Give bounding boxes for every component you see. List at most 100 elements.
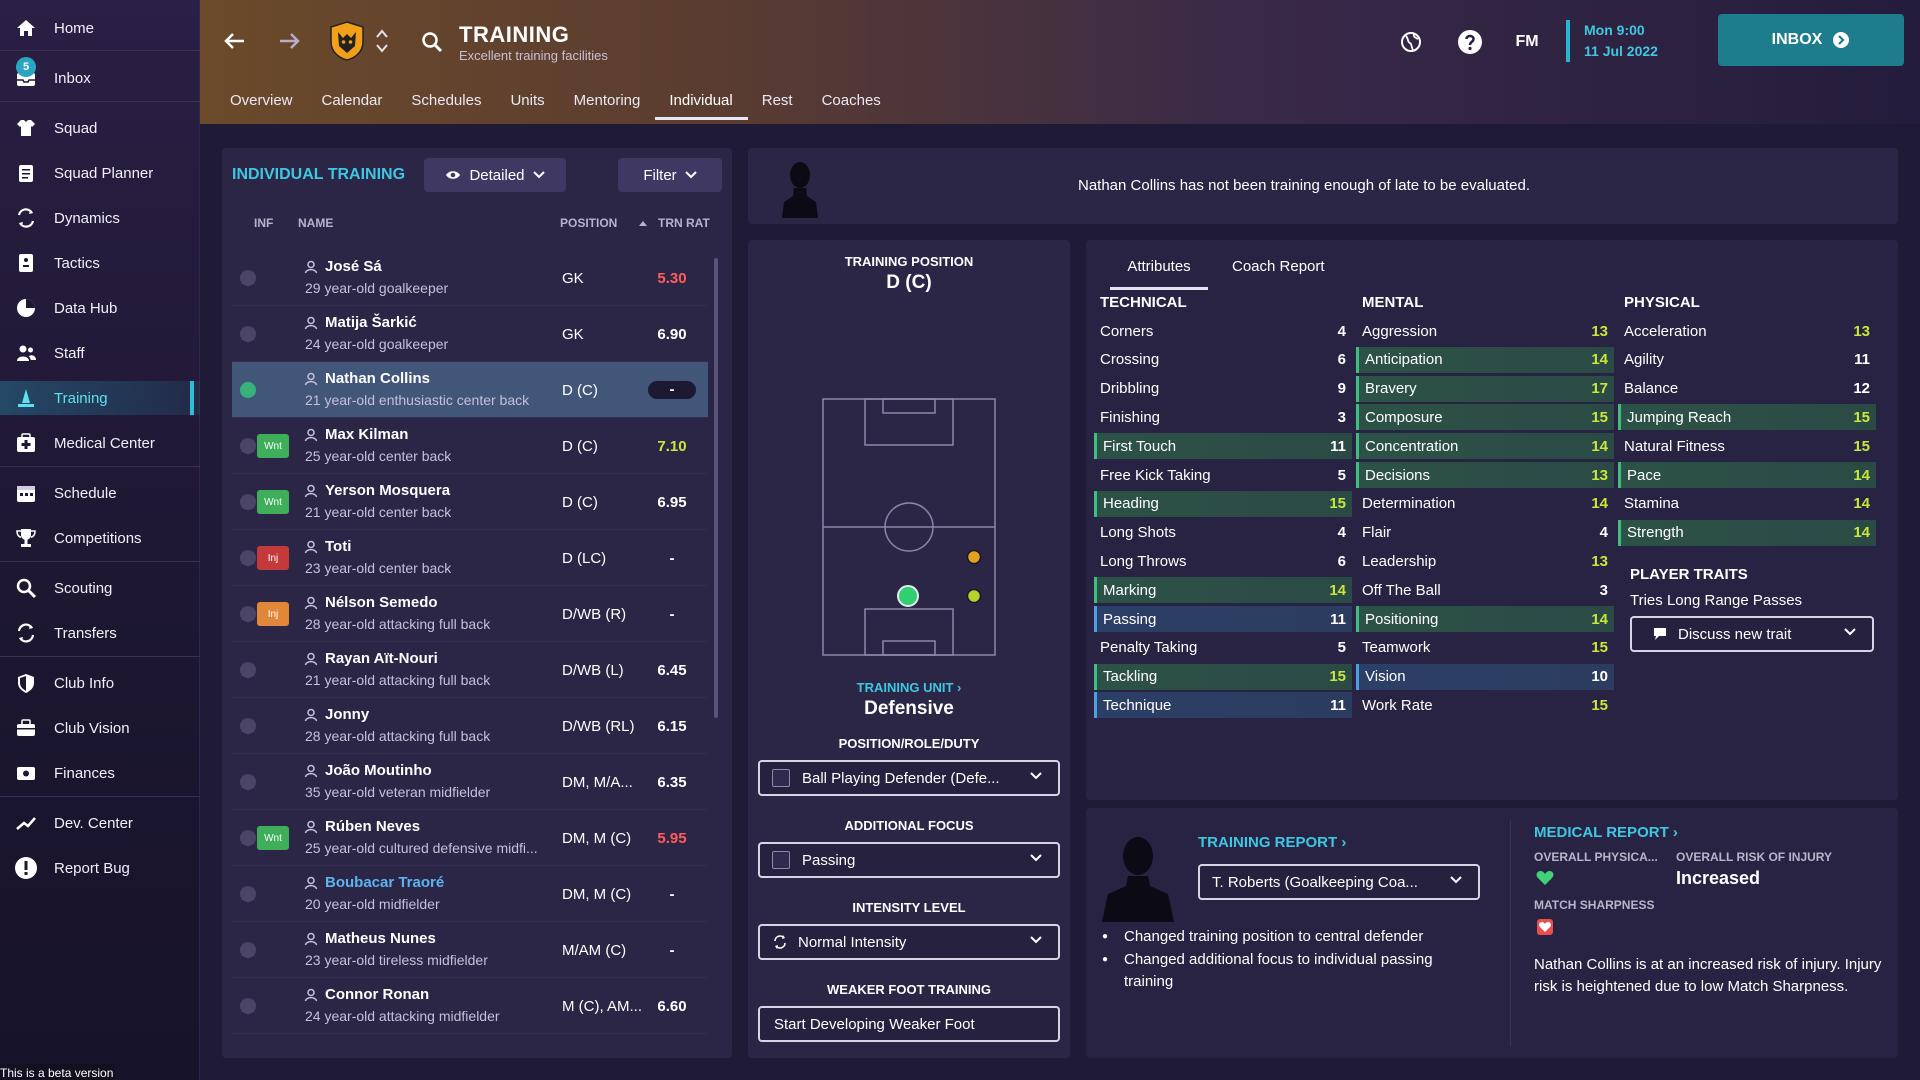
attribute-row-mental[interactable]: Positioning 14 [1356,606,1614,632]
player-status-badge[interactable]: Inj [257,546,289,570]
row-select-checkbox[interactable] [240,438,256,454]
club-switch-icon[interactable] [374,26,390,56]
tab-coaches[interactable]: Coaches [821,92,881,109]
additional-focus-dropdown[interactable]: Passing [758,842,1060,878]
attribute-row-technical[interactable]: Free Kick Taking 5 [1094,462,1352,488]
row-select-checkbox[interactable] [240,494,256,510]
player-status-badge[interactable]: Wnt [257,434,289,458]
player-row[interactable]: José Sá 29 year-old goalkeeper GK 5.30 [232,250,708,306]
column-header-name[interactable]: NAME [298,216,334,230]
sidebar-item-dynamics[interactable]: Dynamics [0,201,200,235]
player-status-badge[interactable]: Wnt [257,826,289,850]
attribute-row-technical[interactable]: Long Throws 6 [1094,548,1352,574]
search-icon[interactable] [420,30,444,54]
attribute-row-mental[interactable]: Bravery 17 [1356,375,1614,402]
row-select-checkbox[interactable] [240,326,256,342]
view-detailed-dropdown[interactable]: Detailed [424,158,566,192]
sidebar-item-competitions[interactable]: Competitions [0,521,200,555]
player-row[interactable]: Connor Ronan 24 year-old attacking midfie… [232,978,708,1034]
tab-rest[interactable]: Rest [761,92,793,109]
weaker-foot-button[interactable]: Start Developing Weaker Foot [758,1006,1060,1042]
row-select-checkbox[interactable] [240,718,256,734]
player-row[interactable]: Nathan Collins 21 year-old enthusiastic c… [232,362,708,418]
sidebar-item-squad[interactable]: Squad [0,111,200,145]
sidebar-item-scouting[interactable]: Scouting [0,571,200,605]
row-select-checkbox[interactable] [240,662,256,678]
help-icon[interactable] [1455,28,1485,56]
player-status-badge[interactable]: Inj [257,602,289,626]
player-name[interactable]: Max Kilman [325,426,409,443]
player-name[interactable]: Jonny [325,706,370,723]
forward-arrow-icon[interactable] [274,26,304,56]
attribute-row-technical[interactable]: Finishing 3 [1094,404,1352,430]
attribute-row-technical[interactable]: Technique 11 [1094,692,1352,719]
player-name[interactable]: Connor Ronan [325,986,430,1003]
sidebar-item-tactics[interactable]: Tactics [0,246,200,280]
row-select-checkbox[interactable] [240,998,256,1014]
attribute-row-mental[interactable]: Aggression 13 [1356,318,1614,344]
attribute-row-mental[interactable]: Leadership 13 [1356,548,1614,574]
player-name[interactable]: Matheus Nunes [325,930,436,947]
column-header-inf[interactable]: INF [254,216,274,230]
position-role-duty-dropdown[interactable]: Ball Playing Defender (Defe... [758,760,1060,796]
coach-select-dropdown[interactable]: T. Roberts (Goalkeeping Coa... [1198,864,1480,900]
sidebar-item-staff[interactable]: Staff [0,336,200,370]
list-scrollbar[interactable] [714,258,718,718]
sidebar-item-squad-planner[interactable]: Squad Planner [0,156,200,190]
player-row[interactable]: Matheus Nunes 23 year-old tireless midfie… [232,922,708,978]
discuss-new-trait-dropdown[interactable]: Discuss new trait [1630,616,1874,652]
training-unit-link[interactable]: TRAINING UNIT › [856,680,962,695]
tab-coach-report[interactable]: Coach Report [1232,258,1325,275]
row-select-checkbox[interactable] [240,382,256,398]
player-name[interactable]: Rayan Aït-Nouri [325,650,438,667]
tab-schedules[interactable]: Schedules [411,92,482,109]
player-row[interactable]: Wnt Rúben Neves 25 year-old cultured defen… [232,810,708,866]
player-row[interactable]: Boubacar Traoré 20 year-old midfielder DM,… [232,866,708,922]
filter-dropdown[interactable]: Filter [618,158,722,192]
attribute-row-technical[interactable]: Tackling 15 [1094,663,1352,690]
intensity-level-dropdown[interactable]: Normal Intensity [758,924,1060,960]
sidebar-item-finances[interactable]: Finances [0,756,200,790]
column-header-position[interactable]: POSITION [560,216,618,230]
row-select-checkbox[interactable] [240,270,256,286]
attribute-row-physical[interactable]: Acceleration 13 [1618,318,1876,344]
pitch-diagram[interactable] [822,398,996,656]
tab-mentoring[interactable]: Mentoring [573,92,641,109]
attribute-row-mental[interactable]: Teamwork 15 [1356,635,1614,661]
sidebar-item-medical-center[interactable]: Medical Center [0,426,200,460]
player-row[interactable]: Rayan Aït-Nouri 21 year-old attacking ful… [232,642,708,698]
sidebar-item-club-info[interactable]: Club Info [0,666,200,700]
sidebar-item-dev-center[interactable]: Dev. Center [0,806,200,840]
row-select-checkbox[interactable] [240,606,256,622]
tab-calendar[interactable]: Calendar [321,92,383,109]
player-name[interactable]: João Moutinho [325,762,432,779]
attribute-row-physical[interactable]: Agility 11 [1618,347,1876,373]
player-row[interactable]: Wnt Max Kilman 25 year-old center back D (C… [232,418,708,474]
row-select-checkbox[interactable] [240,550,256,566]
tab-attributes[interactable]: Attributes [1110,258,1208,290]
player-name[interactable]: Rúben Neves [325,818,421,835]
player-name[interactable]: Matija Šarkić [325,314,417,331]
attribute-row-mental[interactable]: Anticipation 14 [1356,346,1614,373]
sidebar-item-schedule[interactable]: Schedule [0,476,200,510]
attribute-row-mental[interactable]: Composure 15 [1356,404,1614,431]
fm-menu-button[interactable]: FM [1515,33,1539,50]
attribute-row-technical[interactable]: Passing 11 [1094,606,1352,632]
attribute-row-technical[interactable]: First Touch 11 [1094,433,1352,460]
attribute-row-mental[interactable]: Decisions 13 [1356,462,1614,488]
attribute-row-technical[interactable]: Long Shots 4 [1094,520,1352,546]
player-row[interactable]: Matija Šarkić 24 year-old goalkeeper GK 6.9… [232,306,708,362]
club-crest-icon[interactable] [328,20,366,62]
row-select-checkbox[interactable] [240,830,256,846]
player-name[interactable]: Nathan Collins [325,370,431,387]
date-display[interactable]: Mon 9:00 11 Jul 2022 [1566,20,1658,62]
player-name[interactable]: Boubacar Traoré [325,874,445,891]
tab-overview[interactable]: Overview [230,92,293,109]
attribute-row-mental[interactable]: Work Rate 15 [1356,692,1614,718]
attribute-row-physical[interactable]: Natural Fitness 15 [1618,433,1876,459]
player-name[interactable]: Toti [325,538,352,555]
attribute-row-physical[interactable]: Stamina 14 [1618,491,1876,517]
attribute-row-technical[interactable]: Dribbling 9 [1094,376,1352,402]
player-row[interactable]: Inj Toti 23 year-old center back D (LC) - [232,530,708,586]
attribute-row-technical[interactable]: Heading 15 [1094,490,1352,517]
